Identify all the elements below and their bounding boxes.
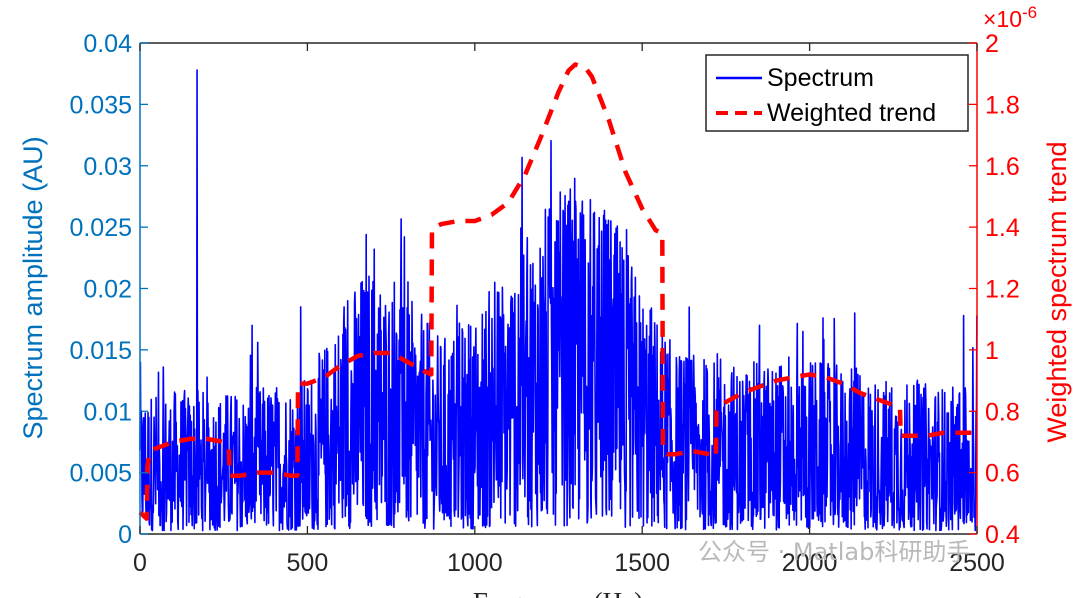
y-left-tick-label: 0.04 [83, 30, 132, 58]
spectrum-line [139, 69, 978, 532]
y-left-tick-label: 0 [118, 521, 132, 549]
legend: Spectrum Weighted trend [705, 54, 969, 132]
x-axis-label: Frequency (Hz) [473, 587, 643, 598]
y-left-tick-label: 0.01 [83, 398, 132, 426]
x-tick-label: 0 [133, 549, 147, 577]
weighted-trend-series [138, 62, 977, 521]
y-left-tick-label: 0.035 [69, 91, 132, 119]
y-axis-right-label: Weighted spectrum trend [1042, 141, 1072, 442]
x-tick-label: 1500 [614, 549, 670, 577]
y-right-tick-label: 0.6 [985, 460, 1020, 488]
y-right-tick-label: 2 [985, 30, 999, 58]
x-tick-label: 2000 [782, 549, 838, 577]
y-right-tick-label: 0.8 [985, 398, 1020, 426]
right-axis-multiplier: ×10-6 [983, 3, 1037, 32]
y-right-tick-label: 1.8 [985, 91, 1020, 119]
legend-box [705, 54, 969, 132]
x-tick-label: 2500 [949, 549, 1005, 577]
y-left-tick-label: 0.015 [69, 337, 132, 365]
y-left-tick-label: 0.03 [83, 153, 132, 181]
y-right-tick-label: 0.4 [985, 521, 1020, 549]
y-axis-left-label: Spectrum amplitude (AU) [18, 136, 48, 439]
y-right-tick-label: 1.4 [985, 214, 1020, 242]
weighted-trend-line [138, 62, 977, 521]
y-left-tick-label: 0.005 [69, 460, 132, 488]
y-right-tick-label: 1.2 [985, 276, 1020, 304]
legend-spectrum-label: Spectrum [767, 64, 874, 92]
y-left-tick-label: 0.025 [69, 214, 132, 242]
x-tick-label: 1000 [447, 549, 503, 577]
y-right-tick-label: 1 [985, 337, 999, 365]
watermark-text: 公众号 · Matlab科研助手 [698, 538, 970, 566]
spectrum-series [139, 69, 978, 532]
legend-trend-label: Weighted trend [767, 99, 936, 127]
y-right-tick-label: 1.6 [985, 153, 1020, 181]
tick-labels: 0 500 1000 1500 2000 2500 0 0.005 0.01 0.015 0.02 0… [69, 30, 1019, 577]
y-left-tick-label: 0.02 [83, 276, 132, 304]
x-tick-label: 500 [287, 549, 329, 577]
axes [139, 42, 978, 535]
